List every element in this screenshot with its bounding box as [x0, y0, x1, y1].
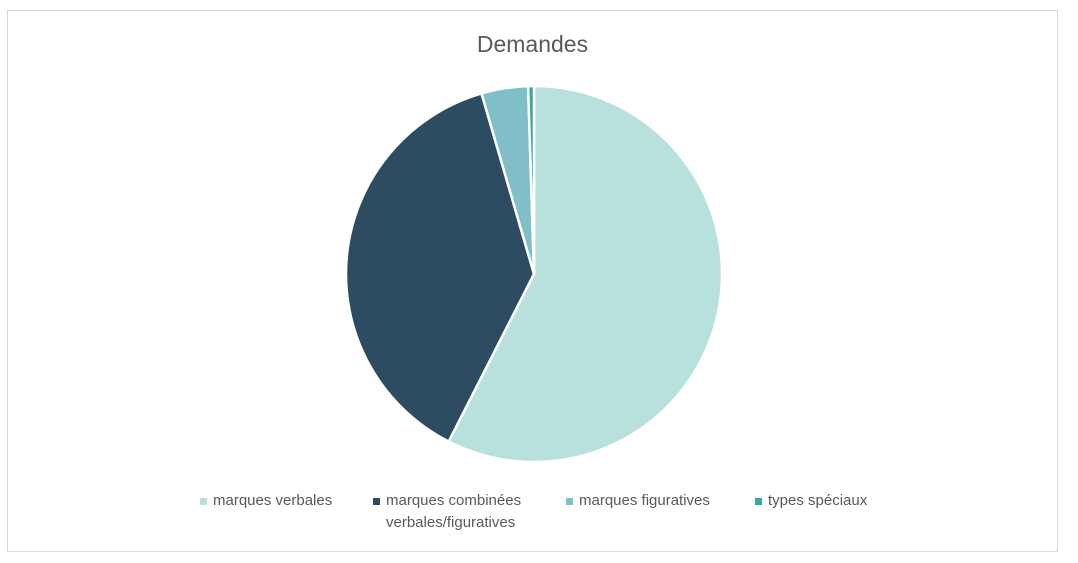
legend-swatch — [755, 498, 762, 505]
pie-chart — [8, 11, 1059, 553]
legend-label: types spéciaux — [768, 490, 867, 512]
legend-swatch — [200, 498, 207, 505]
legend-swatch — [566, 498, 573, 505]
legend-label: marques figuratives — [579, 490, 710, 512]
legend-label: marques verbales — [213, 490, 332, 512]
legend-label: marques combinées verbales/figuratives — [386, 490, 546, 534]
legend-swatch — [373, 498, 380, 505]
chart-area: Demandes marques verbales marques combin… — [7, 10, 1058, 552]
